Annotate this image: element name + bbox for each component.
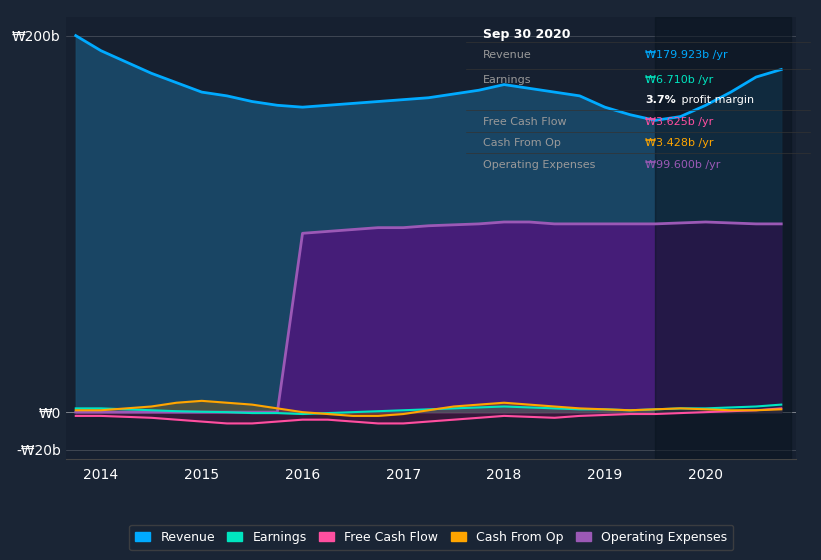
Text: ₩6.710b /yr: ₩6.710b /yr [644,76,713,86]
Text: ₩3.625b /yr: ₩3.625b /yr [644,116,713,127]
Text: ₩179.923b /yr: ₩179.923b /yr [644,50,727,60]
Text: 3.7%: 3.7% [644,95,676,105]
Bar [655,17,791,459]
Text: Operating Expenses: Operating Expenses [483,160,595,170]
Legend: Revenue, Earnings, Free Cash Flow, Cash From Op, Operating Expenses: Revenue, Earnings, Free Cash Flow, Cash … [129,525,733,550]
Text: Free Cash Flow: Free Cash Flow [483,116,566,127]
Text: Cash From Op: Cash From Op [483,138,561,148]
Text: profit margin: profit margin [677,95,754,105]
Text: ₩99.600b /yr: ₩99.600b /yr [644,160,720,170]
Text: Earnings: Earnings [483,76,531,86]
Text: Sep 30 2020: Sep 30 2020 [483,27,571,40]
Text: Revenue: Revenue [483,50,531,60]
Text: ₩3.428b /yr: ₩3.428b /yr [644,138,713,148]
